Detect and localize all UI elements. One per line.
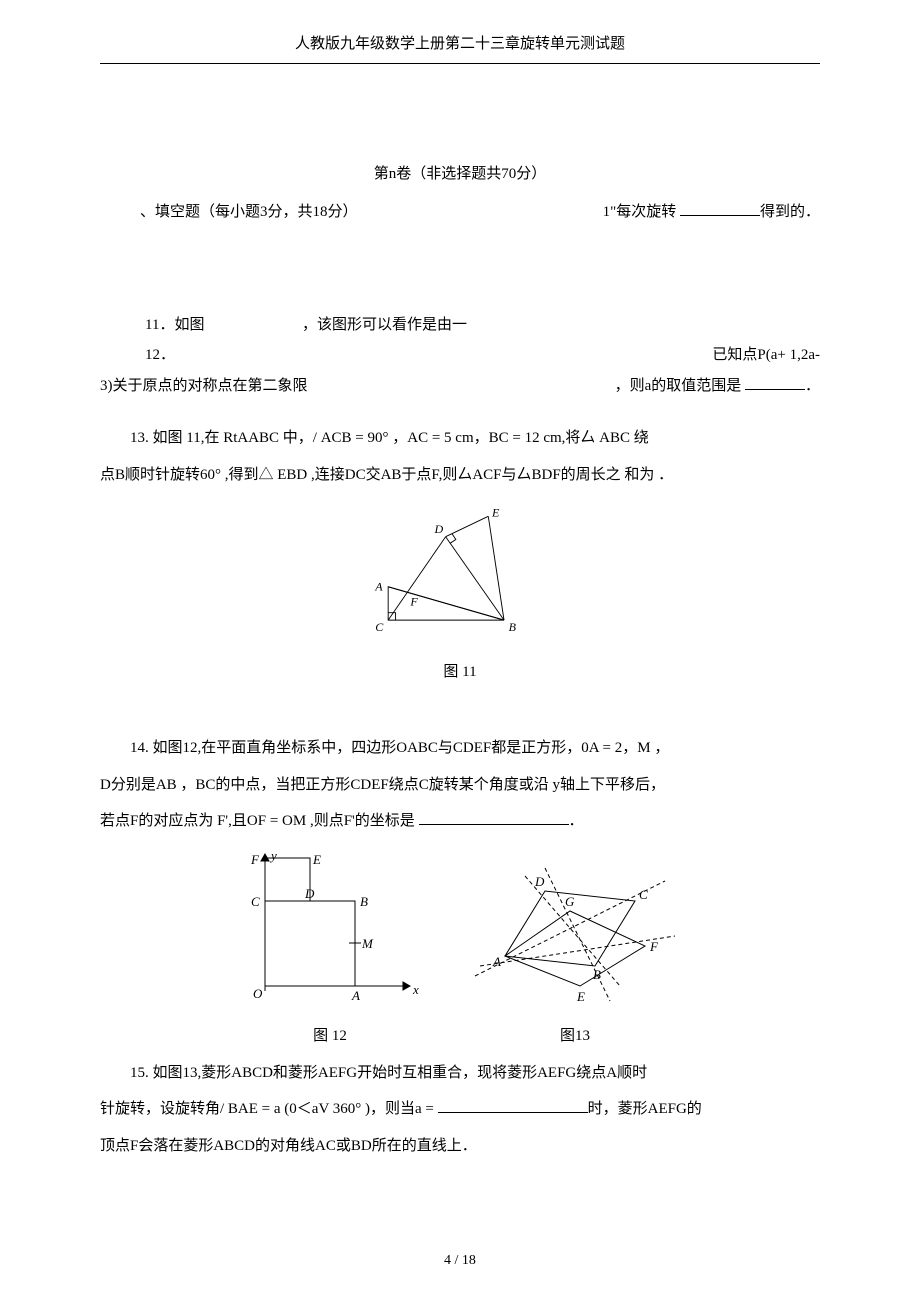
figure-12-caption: 图 12 [235,1022,425,1051]
figure-11: A C B D E F [100,501,820,652]
q14-c-suffix: ． [569,813,584,829]
header-title: 人教版九年级数学上册第二十三章旋转单元测试题 [295,36,625,52]
q11-row: 11．如图 ，该图形可以看作是由一 [100,311,820,340]
svg-text:A: A [492,954,501,969]
q11-left: 11．如图 [145,317,204,333]
q12-cont-right-suffix: ． [805,378,820,394]
blank [745,372,805,390]
svg-text:D: D [304,886,315,901]
section-ii-title: 第n卷（非选择题共70分） [100,160,820,189]
q11-right-prefix: 1"每次旋转 [603,204,680,220]
svg-text:F: F [409,594,418,608]
q12-row2: 3)关于原点的对称点在第二象限 ，则a的取值范围是 ． [100,372,820,401]
svg-text:C: C [251,894,260,909]
figure-12-13-row: O A B C D E F M x y 图 12 [100,846,820,1051]
section-b-heading: 、填空题（每小题3分，共18分） [140,204,358,220]
section-b-row: 、填空题（每小题3分，共18分） 1"每次旋转 得到的． [100,198,820,227]
svg-text:A: A [374,579,383,593]
svg-text:A: A [351,988,360,1003]
q12-left: 12． [145,347,175,363]
q11-right-suffix: 得到的． [760,204,820,220]
q12-cont-right-prefix: ，则a的取值范围是 [615,378,745,394]
svg-text:M: M [361,936,374,951]
q14-line1: 14. 如图12,在平面直角坐标系中，四边形OABC与CDEF都是正方形，0A … [100,734,820,763]
figure-12: O A B C D E F M x y 图 12 [235,846,425,1051]
q14-c-prefix: 若点F的对应点为 F',且OF = OM ,则点F'的坐标是 [100,813,419,829]
figure-12-svg: O A B C D E F M x y [235,846,425,1006]
q12-cont-right: ，则a的取值范围是 ． [615,372,820,401]
svg-text:C: C [639,887,648,902]
figure-11-svg: A C B D E F [365,501,555,641]
svg-text:B: B [360,894,368,909]
svg-text:B: B [593,967,601,982]
header-rule [100,63,820,64]
svg-text:G: G [565,894,575,909]
figure-13-svg: A B C D E F G [465,856,685,1006]
svg-text:D: D [534,874,545,889]
svg-text:E: E [576,989,585,1004]
q13-line2: 点B顺时针旋转60° ,得到△ EBD ,连接DC交AB于点F,则厶ACF与厶B… [100,461,820,490]
figure-13: A B C D E F G 图13 [465,856,685,1051]
q12-cont-left: 3)关于原点的对称点在第二象限 [100,378,308,394]
svg-text:y: y [269,848,277,863]
q12-right: 已知点P(a+ 1,2a- [712,341,820,370]
page: 人教版九年级数学上册第二十三章旋转单元测试题 第n卷（非选择题共70分） 、填空… [0,0,920,1303]
q14-line2: D分别是AB ，BC的中点，当把正方形CDEF绕点C旋转某个角度或沿 y轴上下平… [100,771,820,800]
blank [680,199,760,217]
q15-line1: 15. 如图13,菱形ABCD和菱形AEFG开始时互相重合，现将菱形AEFG绕点… [100,1059,820,1088]
figure-11-caption: 图 11 [100,658,820,687]
svg-text:F: F [250,852,260,867]
svg-text:C: C [375,620,384,634]
q13-line1: 13. 如图 11,在 RtAABC 中，/ ACB = 90° ，AC = 5… [100,424,820,453]
svg-text:F: F [649,939,659,954]
q15-b-prefix: 针旋转，设旋转角/ BAE = a (0＜aV 360° )，则当a = [100,1101,438,1117]
svg-text:E: E [312,852,321,867]
q14-line3: 若点F的对应点为 F',且OF = OM ,则点F'的坐标是 ． [100,807,820,836]
svg-text:O: O [253,986,263,1001]
q11-mid: ，该图形可以看作是由一 [302,317,467,333]
blank [438,1096,588,1114]
blank [419,808,569,826]
svg-text:D: D [434,522,444,536]
svg-text:x: x [412,982,419,997]
svg-text:B: B [509,620,517,634]
q11-right-fragment: 1"每次旋转 得到的． [603,198,820,227]
page-header: 人教版九年级数学上册第二十三章旋转单元测试题 [100,30,820,70]
q12-row1: 12． 已知点P(a+ 1,2a- [100,341,820,370]
figure-13-caption: 图13 [465,1022,685,1051]
q15-line2: 针旋转，设旋转角/ BAE = a (0＜aV 360° )，则当a = 时，菱… [100,1095,820,1124]
q15-line3: 顶点F会落在菱形ABCD的对角线AC或BD所在的直线上． [100,1132,820,1161]
q15-b-suffix: 时，菱形AEFG的 [588,1101,702,1117]
svg-text:E: E [491,505,500,519]
page-number: 4 / 18 [0,1248,920,1275]
